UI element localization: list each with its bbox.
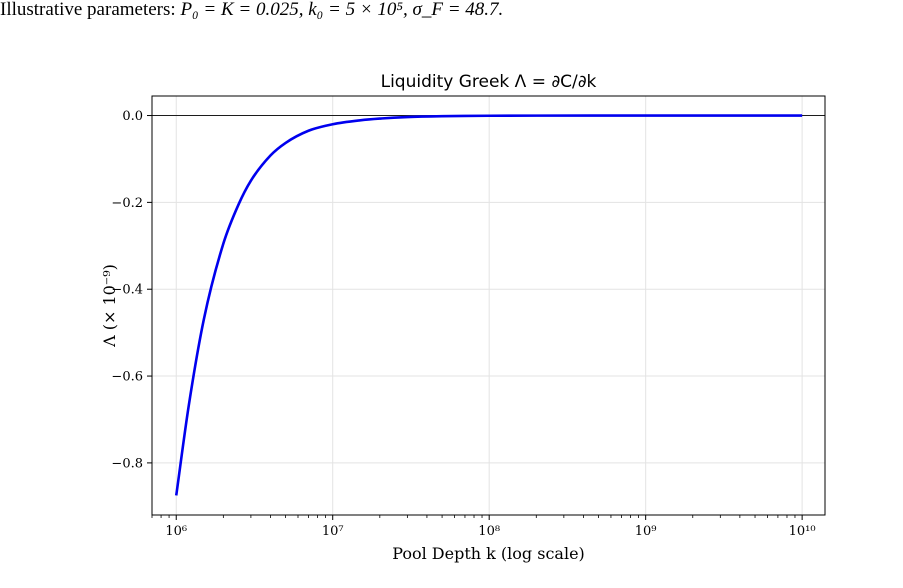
y-axis-label: Λ (× 10⁻⁹) (100, 264, 119, 348)
x-tick-label: 10⁹ (635, 524, 657, 539)
x-tick-label: 10⁷ (322, 524, 344, 539)
series-line (174, 114, 803, 496)
y-tick-label: −0.4 (111, 283, 143, 298)
x-axis-ticks: 10⁶ 10⁷ 10⁸ 10⁹ 10¹⁰ (165, 515, 816, 539)
y-tick-label: −0.6 (111, 370, 143, 385)
caption-text: Illustrative parameters: P₀ = K = 0.025,… (0, 0, 903, 28)
caption-lead: Illustrative parameters: (0, 0, 176, 20)
y-tick-label: −0.8 (111, 456, 143, 471)
x-tick-label: 10¹⁰ (789, 524, 816, 539)
x-tick-label: 10⁸ (478, 524, 500, 539)
x-tick-label: 10⁶ (165, 524, 187, 539)
y-tick-label: 0.0 (122, 109, 143, 124)
x-axis-label: Pool Depth k (log scale) (392, 544, 585, 563)
plot-frame (151, 95, 826, 516)
chart-title: Liquidity Greek Λ = ∂C/∂k (381, 72, 597, 92)
y-axis-ticks: 0.0 −0.2 −0.4 −0.6 −0.8 (111, 109, 152, 471)
y-tick-label: −0.2 (111, 196, 143, 211)
caption-math: P₀ = K = 0.025, k₀ = 5 × 10⁵, σ_F = 48.7… (180, 0, 504, 20)
grid (152, 96, 825, 515)
